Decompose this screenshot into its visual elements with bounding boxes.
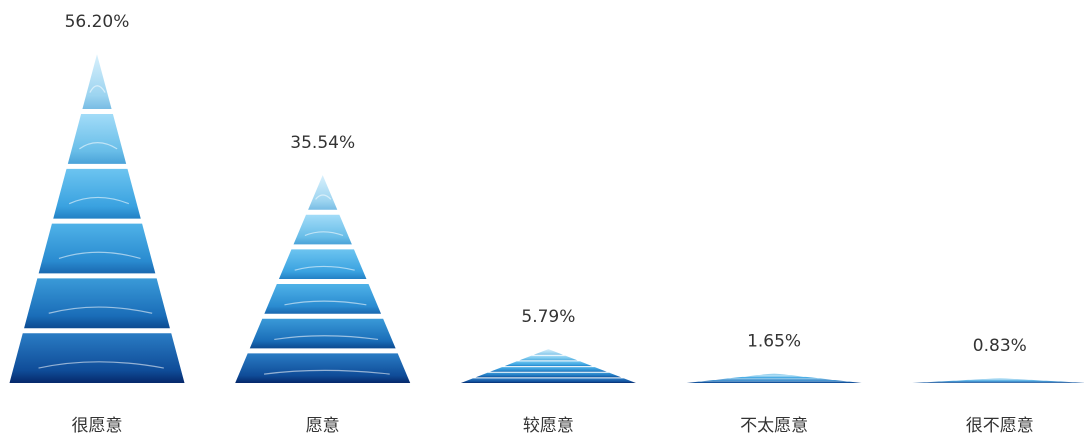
pyramid-slice [912,382,1084,383]
slice-highlight [304,231,344,237]
pyramid-slice [53,168,141,219]
x-tick-label: 愿意 [306,416,340,436]
slice-highlight [315,194,332,200]
pyramid-slice [686,381,862,383]
pyramid-slice [759,373,789,375]
value-label: 35.54% [290,133,355,153]
pyramid-slice [38,223,156,274]
pyramid-slice [235,353,411,383]
slice-highlight [58,251,141,260]
pyramid-slice [519,355,578,361]
pyramid-slice [985,378,1015,379]
pyramid-bar [686,373,862,383]
pyramid-slice [701,380,848,382]
pyramid-bar [912,378,1084,383]
pyramid-slice [24,278,170,329]
pyramid-slice [264,284,382,314]
pyramid-slice [278,249,367,280]
pyramid-slice [490,367,607,372]
x-tick-label: 很愿意 [72,416,123,436]
slice-highlight [38,361,164,369]
slice-highlight [274,335,379,341]
value-label: 1.65% [747,331,801,351]
pyramid-slice [926,381,1073,383]
pyramid-slice [744,375,804,377]
pyramid-slice [504,361,593,367]
pyramid-slice [970,379,1029,380]
pyramid-slice [9,333,185,383]
pyramid-slice [82,54,112,110]
x-tick-label: 不太愿意 [740,416,808,436]
value-label: 56.20% [65,12,130,32]
pyramid-bar [9,54,185,383]
slice-highlight [284,300,367,306]
pyramid-slice [67,114,127,164]
pyramid-slice [475,372,622,378]
pyramid-slice [293,214,352,245]
pyramid-slice [249,318,396,349]
pyramid-slice [956,379,1044,381]
slice-highlight [263,369,390,375]
pyramid-slice [730,376,818,379]
value-label: 5.79% [521,307,575,327]
pyramid-bar [235,175,411,383]
pyramid-slice [460,378,636,383]
value-label: 0.83% [973,336,1027,356]
x-tick-label: 很不愿意 [966,416,1034,436]
pyramid-bar [460,349,636,383]
pyramid-slice [941,380,1059,382]
slice-highlight [68,196,130,205]
x-tick-label: 较愿意 [523,416,574,436]
slice-highlight [79,142,118,150]
pyramid-slice [308,175,338,210]
slice-highlight [294,265,355,271]
slice-highlight [48,306,153,314]
slice-highlight [89,85,106,93]
pyramid-slice [715,378,833,380]
pyramid-slice [533,349,563,355]
